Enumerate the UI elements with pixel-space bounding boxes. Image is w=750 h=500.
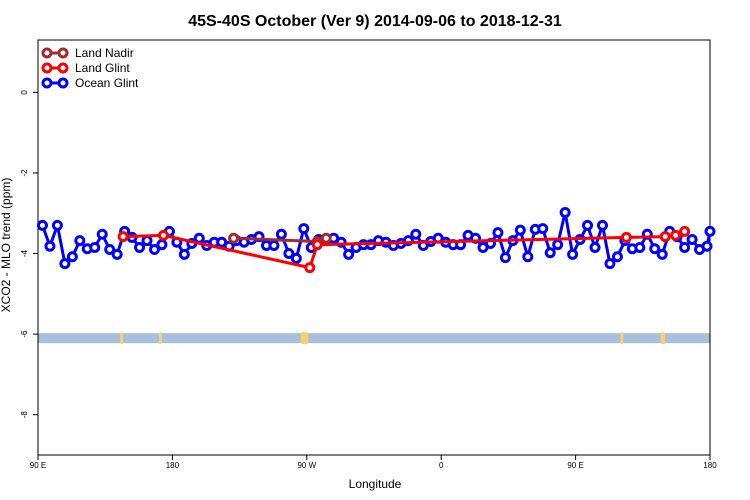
data-point-ocean-glint <box>268 239 280 251</box>
data-point-ocean-glint <box>283 248 295 260</box>
data-point-ocean-glint <box>44 240 56 252</box>
data-point-ocean-glint <box>649 243 661 255</box>
data-point-land-glint <box>670 229 682 241</box>
y-tick-label: -6 <box>20 330 29 338</box>
data-point-ocean-glint <box>552 239 564 251</box>
data-point-ocean-glint <box>492 227 504 239</box>
data-point-ocean-glint <box>290 252 302 264</box>
legend-label-ocean-glint: Ocean Glint <box>75 76 139 90</box>
x-tick-label: 0 <box>439 461 444 470</box>
data-point-ocean-glint <box>51 219 63 231</box>
y-tick-label: -4 <box>20 249 29 257</box>
y-tick-label: -8 <box>20 411 29 419</box>
data-point-ocean-glint <box>656 248 668 260</box>
data-point-ocean-glint <box>537 223 549 235</box>
x-tick-label: 180 <box>166 461 180 470</box>
x-tick-label: 90 W <box>297 461 316 470</box>
data-point-ocean-glint <box>59 258 71 270</box>
data-point-ocean-glint <box>343 248 355 260</box>
legend-label-land-glint: Land Glint <box>75 61 130 75</box>
data-point-land-glint <box>157 229 169 241</box>
data-point-ocean-glint <box>701 240 713 252</box>
legend-marker-land-glint <box>57 62 69 74</box>
data-point-ocean-glint <box>686 233 698 245</box>
data-point-ocean-glint <box>679 242 691 253</box>
x-tick-label: 90 E <box>30 461 46 470</box>
land-segment <box>158 332 162 345</box>
x-tick-label: 90 E <box>567 461 583 470</box>
land-segment <box>660 332 666 345</box>
data-point-ocean-glint <box>134 242 146 253</box>
y-axis-label: XCO2 - MLO trend (ppm) <box>0 178 13 313</box>
data-point-ocean-glint <box>634 242 646 253</box>
data-point-land-nadir <box>320 232 332 244</box>
data-point-ocean-glint <box>178 248 190 260</box>
data-point-land-glint <box>620 231 632 243</box>
data-point-ocean-glint <box>544 247 556 259</box>
data-point-land-glint <box>679 225 691 237</box>
land-segment <box>620 332 624 345</box>
legend-label-land-nadir: Land Nadir <box>75 46 134 60</box>
data-point-ocean-glint <box>156 239 168 251</box>
land-segment <box>120 332 124 345</box>
legend-marker-land-glint <box>41 62 53 74</box>
data-point-land-glint <box>311 239 323 251</box>
data-point-ocean-glint <box>499 252 511 264</box>
data-point-ocean-glint <box>604 258 616 270</box>
data-point-land-nadir <box>228 232 240 244</box>
data-point-land-glint <box>659 231 671 243</box>
y-tick-label: 0 <box>20 90 29 95</box>
data-point-ocean-glint <box>559 206 571 218</box>
data-point-ocean-glint <box>298 223 310 235</box>
data-point-ocean-glint <box>582 219 594 231</box>
legend-marker-land-nadir <box>57 47 69 59</box>
ocean-band <box>38 333 710 344</box>
data-point-ocean-glint <box>89 242 101 253</box>
data-point-ocean-glint <box>96 228 108 240</box>
data-point-ocean-glint <box>148 244 160 256</box>
data-point-ocean-glint <box>596 219 608 231</box>
data-point-ocean-glint <box>66 251 78 263</box>
legend-marker-ocean-glint <box>57 77 69 89</box>
data-point-ocean-glint <box>611 251 623 263</box>
data-point-ocean-glint <box>589 242 601 253</box>
data-point-land-glint <box>304 262 316 274</box>
plot-area: 90 E 180 90 W 0 90 E 180 0 -2 -4 -6 -8 <box>20 39 717 470</box>
data-point-ocean-glint <box>193 232 205 244</box>
y-tick-label: -2 <box>20 169 29 177</box>
data-point-land-glint <box>117 231 129 243</box>
data-point-ocean-glint <box>74 235 86 247</box>
data-point-ocean-glint <box>141 235 153 247</box>
data-point-ocean-glint <box>704 225 716 237</box>
chart-title: 45S-40S October (Ver 9) 2014-09-06 to 20… <box>188 13 562 30</box>
data-point-ocean-glint <box>514 224 526 236</box>
x-axis-label: Longitude <box>349 477 402 491</box>
data-point-ocean-glint <box>36 219 48 231</box>
legend-marker-ocean-glint <box>41 77 53 89</box>
data-point-ocean-glint <box>522 251 534 263</box>
legend-marker-land-nadir <box>41 47 53 59</box>
data-point-ocean-glint <box>104 244 116 256</box>
data-point-ocean-glint <box>410 228 422 240</box>
x-tick-label: 180 <box>703 461 717 470</box>
data-point-ocean-glint <box>275 228 287 240</box>
land-segment <box>300 332 309 345</box>
data-point-ocean-glint <box>111 248 123 260</box>
data-point-ocean-glint <box>567 248 579 260</box>
